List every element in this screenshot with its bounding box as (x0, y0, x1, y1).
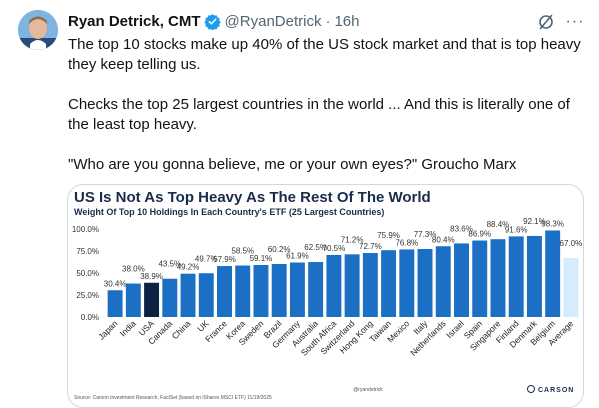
data-label: 70.5% (323, 244, 346, 253)
y-tick-label: 0.0% (81, 313, 99, 322)
chart-title: US Is Not As Top Heavy As The Rest Of Th… (74, 189, 431, 206)
bar-south-africa (326, 254, 342, 317)
chart-source: Source: Carson Investment Research, Fact… (74, 395, 272, 401)
chart-watermark: @ryandetrick (353, 387, 383, 393)
chart-image-card[interactable]: US Is Not As Top Heavy As The Rest Of Th… (67, 184, 584, 408)
data-label: 30.4% (104, 279, 127, 288)
bar-canada (162, 278, 178, 317)
bar-taiwan (381, 250, 397, 317)
bar-average (563, 258, 579, 317)
data-label: 88.4% (487, 220, 510, 229)
carson-logo: CARSON (527, 385, 574, 394)
bar-belgium (545, 230, 561, 317)
data-label: 75.9% (377, 231, 400, 240)
avatar-image (18, 10, 58, 50)
bar-usa (144, 282, 160, 317)
timestamp[interactable]: 16h (334, 12, 360, 30)
data-label: 62.5% (304, 243, 327, 252)
bar-switzerland (344, 254, 360, 317)
data-label: 60.2% (268, 245, 291, 254)
data-label: 71.2% (341, 235, 364, 244)
bar-hong-kong (362, 253, 378, 317)
bar-spain (472, 240, 488, 317)
bar-singapore (490, 239, 506, 317)
chart-subtitle: Weight Of Top 10 Holdings In Each Countr… (74, 207, 384, 217)
grok-icon[interactable] (536, 12, 556, 32)
data-label: 67.0% (560, 239, 583, 248)
data-label: 77.3% (414, 230, 437, 239)
data-label: 91.6% (505, 225, 528, 234)
bar-australia (308, 262, 324, 317)
tweet-header: Ryan Detrick, CMT @RyanDetrick · 16h (68, 10, 360, 32)
bar-chart: US Is Not As Top Heavy As The Rest Of Th… (72, 189, 583, 401)
data-label: 76.8% (395, 238, 418, 247)
separator-dot: · (325, 12, 331, 30)
tweet-paragraph: "Who are you gonna believe, me or your o… (68, 156, 517, 173)
bar-denmark (526, 235, 542, 317)
bar-finland (508, 236, 524, 317)
author-name[interactable]: Ryan Detrick, CMT (68, 12, 201, 30)
more-icon[interactable]: ··· (565, 13, 585, 30)
bar-france (217, 266, 232, 317)
data-label: 58.5% (231, 247, 254, 256)
y-tick-label: 25.0% (76, 291, 99, 300)
bar-sweden (253, 264, 269, 317)
bar-netherlands (435, 246, 451, 317)
carson-brand: CARSON (538, 387, 574, 394)
data-label: 92.1% (523, 217, 546, 226)
bar-japan (107, 290, 123, 317)
author-handle[interactable]: @RyanDetrick (224, 12, 322, 30)
x-tick-label: Israel (444, 318, 466, 340)
y-tick-label: 50.0% (76, 269, 99, 278)
verified-badge-icon (203, 13, 221, 30)
data-label: 80.4% (432, 235, 455, 244)
bar-israel (454, 243, 469, 317)
bar-china (180, 273, 196, 317)
data-label: 38.9% (140, 272, 163, 281)
x-tick-label: Japan (96, 318, 120, 342)
data-label: 61.9% (286, 252, 309, 261)
x-tick-label: India (118, 318, 138, 338)
tweet-paragraph: Checks the top 25 largest countries in t… (68, 96, 570, 133)
data-label: 83.6% (450, 224, 473, 233)
avatar[interactable] (18, 10, 58, 50)
bar-mexico (399, 249, 415, 317)
data-label: 98.3% (541, 220, 564, 229)
x-tick-label: China (170, 318, 193, 341)
data-label: 86.9% (468, 230, 491, 239)
bar-brazil (271, 264, 287, 317)
tweet-paragraph: The top 10 stocks make up 40% of the US … (68, 36, 581, 73)
bar-uk (198, 273, 214, 317)
bar-india (125, 283, 141, 317)
data-label: 49.2% (177, 263, 200, 272)
data-label: 72.7% (359, 242, 382, 251)
bar-germany (289, 262, 305, 317)
data-label: 57.9% (213, 255, 236, 264)
data-label: 59.1% (250, 254, 273, 263)
y-tick-label: 75.0% (76, 247, 99, 256)
bar-italy (417, 248, 433, 317)
bar-korea (235, 265, 251, 317)
data-label: 43.5% (158, 260, 181, 269)
data-label: 49.7% (195, 254, 218, 263)
y-tick-label: 100.0% (72, 225, 99, 234)
data-label: 38.0% (122, 265, 145, 274)
